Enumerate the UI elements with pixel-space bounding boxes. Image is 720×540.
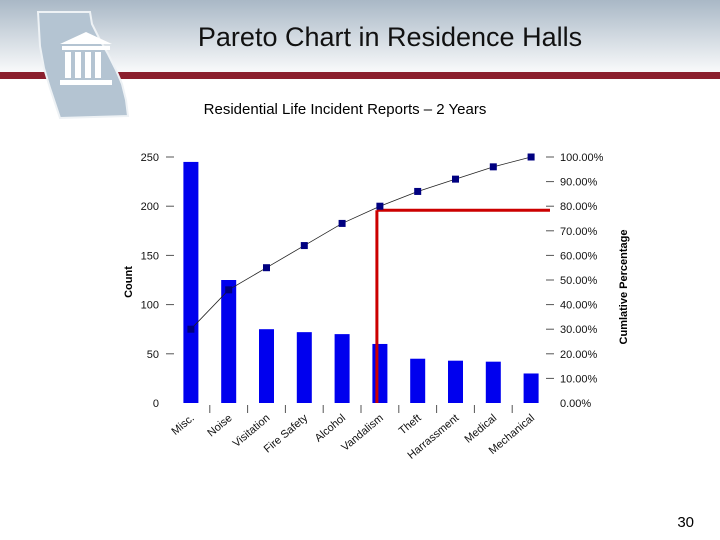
cumulative-marker: [187, 325, 195, 333]
header-accent-line: [0, 72, 720, 79]
y2-tick-label: 70.00%: [560, 226, 598, 238]
cumulative-marker: [300, 242, 308, 250]
x-category-label: Vandalism: [339, 412, 385, 454]
bar: [485, 361, 501, 403]
x-category-label: Noise: [205, 412, 234, 439]
bar: [372, 343, 388, 403]
y-tick-label: 150: [141, 250, 159, 262]
page-number: 30: [677, 514, 694, 531]
y2-tick-label: 90.00%: [560, 177, 598, 189]
y2-tick-label: 10.00%: [560, 373, 598, 385]
cumulative-line: [190, 156, 532, 330]
x-category-label: Alcohol: [313, 412, 348, 444]
cumulative-marker: [414, 187, 422, 195]
cumulative-marker: [452, 175, 459, 183]
y2-tick-label: 40.00%: [560, 300, 598, 312]
cumulative-marker: [338, 219, 346, 227]
header-band: [0, 0, 720, 78]
bar: [296, 332, 312, 403]
y-tick-label: 100: [141, 300, 159, 312]
georgia-state-building-icon: [36, 11, 130, 120]
cumulative-marker: [527, 153, 535, 161]
y2-tick-label: 60.00%: [560, 250, 598, 262]
bar: [183, 161, 199, 403]
bar: [334, 334, 350, 403]
bar: [259, 329, 274, 403]
slide-title: Pareto Chart in Residence Halls: [197, 22, 583, 52]
cumulative-marker: [263, 264, 270, 272]
y2-tick-label: 50.00%: [560, 275, 598, 287]
y2-tick-label: 80.00%: [560, 201, 598, 213]
y2-tick-label: 20.00%: [560, 349, 598, 361]
y-tick-label: 0: [153, 398, 159, 410]
bar: [410, 358, 426, 403]
bar: [221, 280, 237, 403]
y-tick-label: 250: [141, 152, 159, 164]
y2-tick-label: 100.00%: [560, 152, 604, 164]
y-axis-label: Count: [123, 266, 135, 298]
y-tick-label: 200: [141, 201, 159, 213]
x-category-label: Theft: [397, 412, 424, 437]
pareto-chart: 0 50 100 150 200 250 0.00% 10.00% 20.00% 30.00% 4…: [123, 152, 630, 462]
y-tick-label: 50: [147, 349, 159, 361]
y2-tick-label: 0.00%: [560, 398, 591, 410]
chart-title: Residential Life Incident Reports – 2 Ye…: [203, 101, 487, 118]
cumulative-marker: [376, 202, 384, 210]
x-category-label: Medical: [462, 412, 499, 446]
cumulative-marker: [225, 286, 233, 294]
y2-tick-label: 30.00%: [560, 324, 598, 336]
y2-axis-label: Cumlative Percentage: [618, 230, 630, 345]
x-category-label: Misc.: [169, 412, 196, 438]
bar: [448, 360, 463, 403]
cumulative-marker: [489, 163, 497, 171]
bar: [523, 373, 539, 403]
